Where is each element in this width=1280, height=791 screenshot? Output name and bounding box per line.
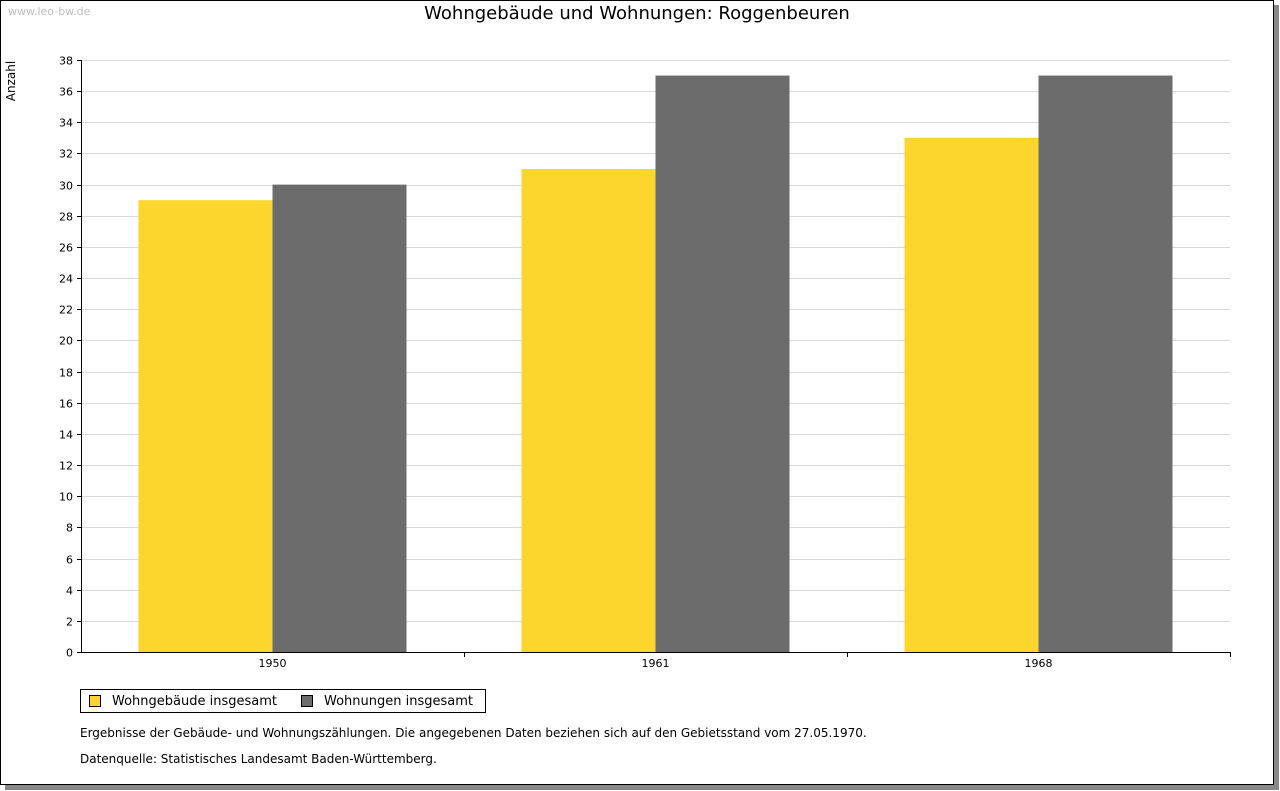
y-tick-label: 36 (59, 86, 73, 99)
y-tick-label: 30 (59, 180, 73, 193)
y-tick-label: 38 (59, 55, 73, 68)
legend-label-wohnungen: Wohnungen insgesamt (324, 693, 473, 709)
legend-item-wohngebaeude: Wohngebäude insgesamt (89, 694, 277, 709)
footnote-source: Datenquelle: Statistisches Landesamt Bad… (80, 752, 437, 766)
y-tick-label: 24 (59, 273, 73, 286)
y-tick-label: 20 (59, 335, 73, 348)
legend-swatch-wohngebaeude (89, 695, 101, 707)
y-tick-label: 26 (59, 242, 73, 255)
y-tick-label: 16 (59, 398, 73, 411)
y-tick-label: 18 (59, 367, 73, 380)
x-tick-label: 1961 (642, 657, 670, 670)
y-tick-label: 34 (59, 117, 73, 130)
bar-wohnungen-1968 (1038, 75, 1173, 652)
y-tick-label: 8 (66, 522, 73, 535)
y-tick-label: 12 (59, 460, 73, 473)
legend-item-wohnungen: Wohnungen insgesamt (301, 694, 473, 709)
legend-label-wohngebaeude: Wohngebäude insgesamt (112, 693, 277, 709)
bar-wohngebaeude-1950 (138, 200, 273, 653)
footnote-description: Ergebnisse der Gebäude- und Wohnungszähl… (80, 726, 867, 740)
y-tick-label: 32 (59, 148, 73, 161)
y-tick-label: 14 (59, 429, 73, 442)
y-tick-label: 0 (66, 647, 73, 660)
y-tick-label: 10 (59, 491, 73, 504)
x-tick-label: 1968 (1025, 657, 1053, 670)
y-tick-label: 4 (66, 585, 73, 598)
y-tick-label: 2 (66, 616, 73, 629)
y-tick-label: 6 (66, 554, 73, 567)
chart-title: Wohngebäude und Wohnungen: Roggenbeuren (424, 3, 850, 24)
bar-wohnungen-1961 (655, 75, 790, 652)
bar-wohngebaeude-1968 (904, 137, 1039, 653)
legend-swatch-wohnungen (301, 695, 313, 707)
y-tick-label: 22 (59, 304, 73, 317)
legend: Wohngebäude insgesamt Wohnungen insgesam… (80, 689, 486, 713)
bar-wohnungen-1950 (272, 184, 407, 652)
x-tick-label: 1950 (259, 657, 287, 670)
watermark: www.leo-bw.de (8, 5, 91, 18)
y-tick-label: 28 (59, 211, 73, 224)
bar-wohngebaeude-1961 (521, 169, 656, 653)
